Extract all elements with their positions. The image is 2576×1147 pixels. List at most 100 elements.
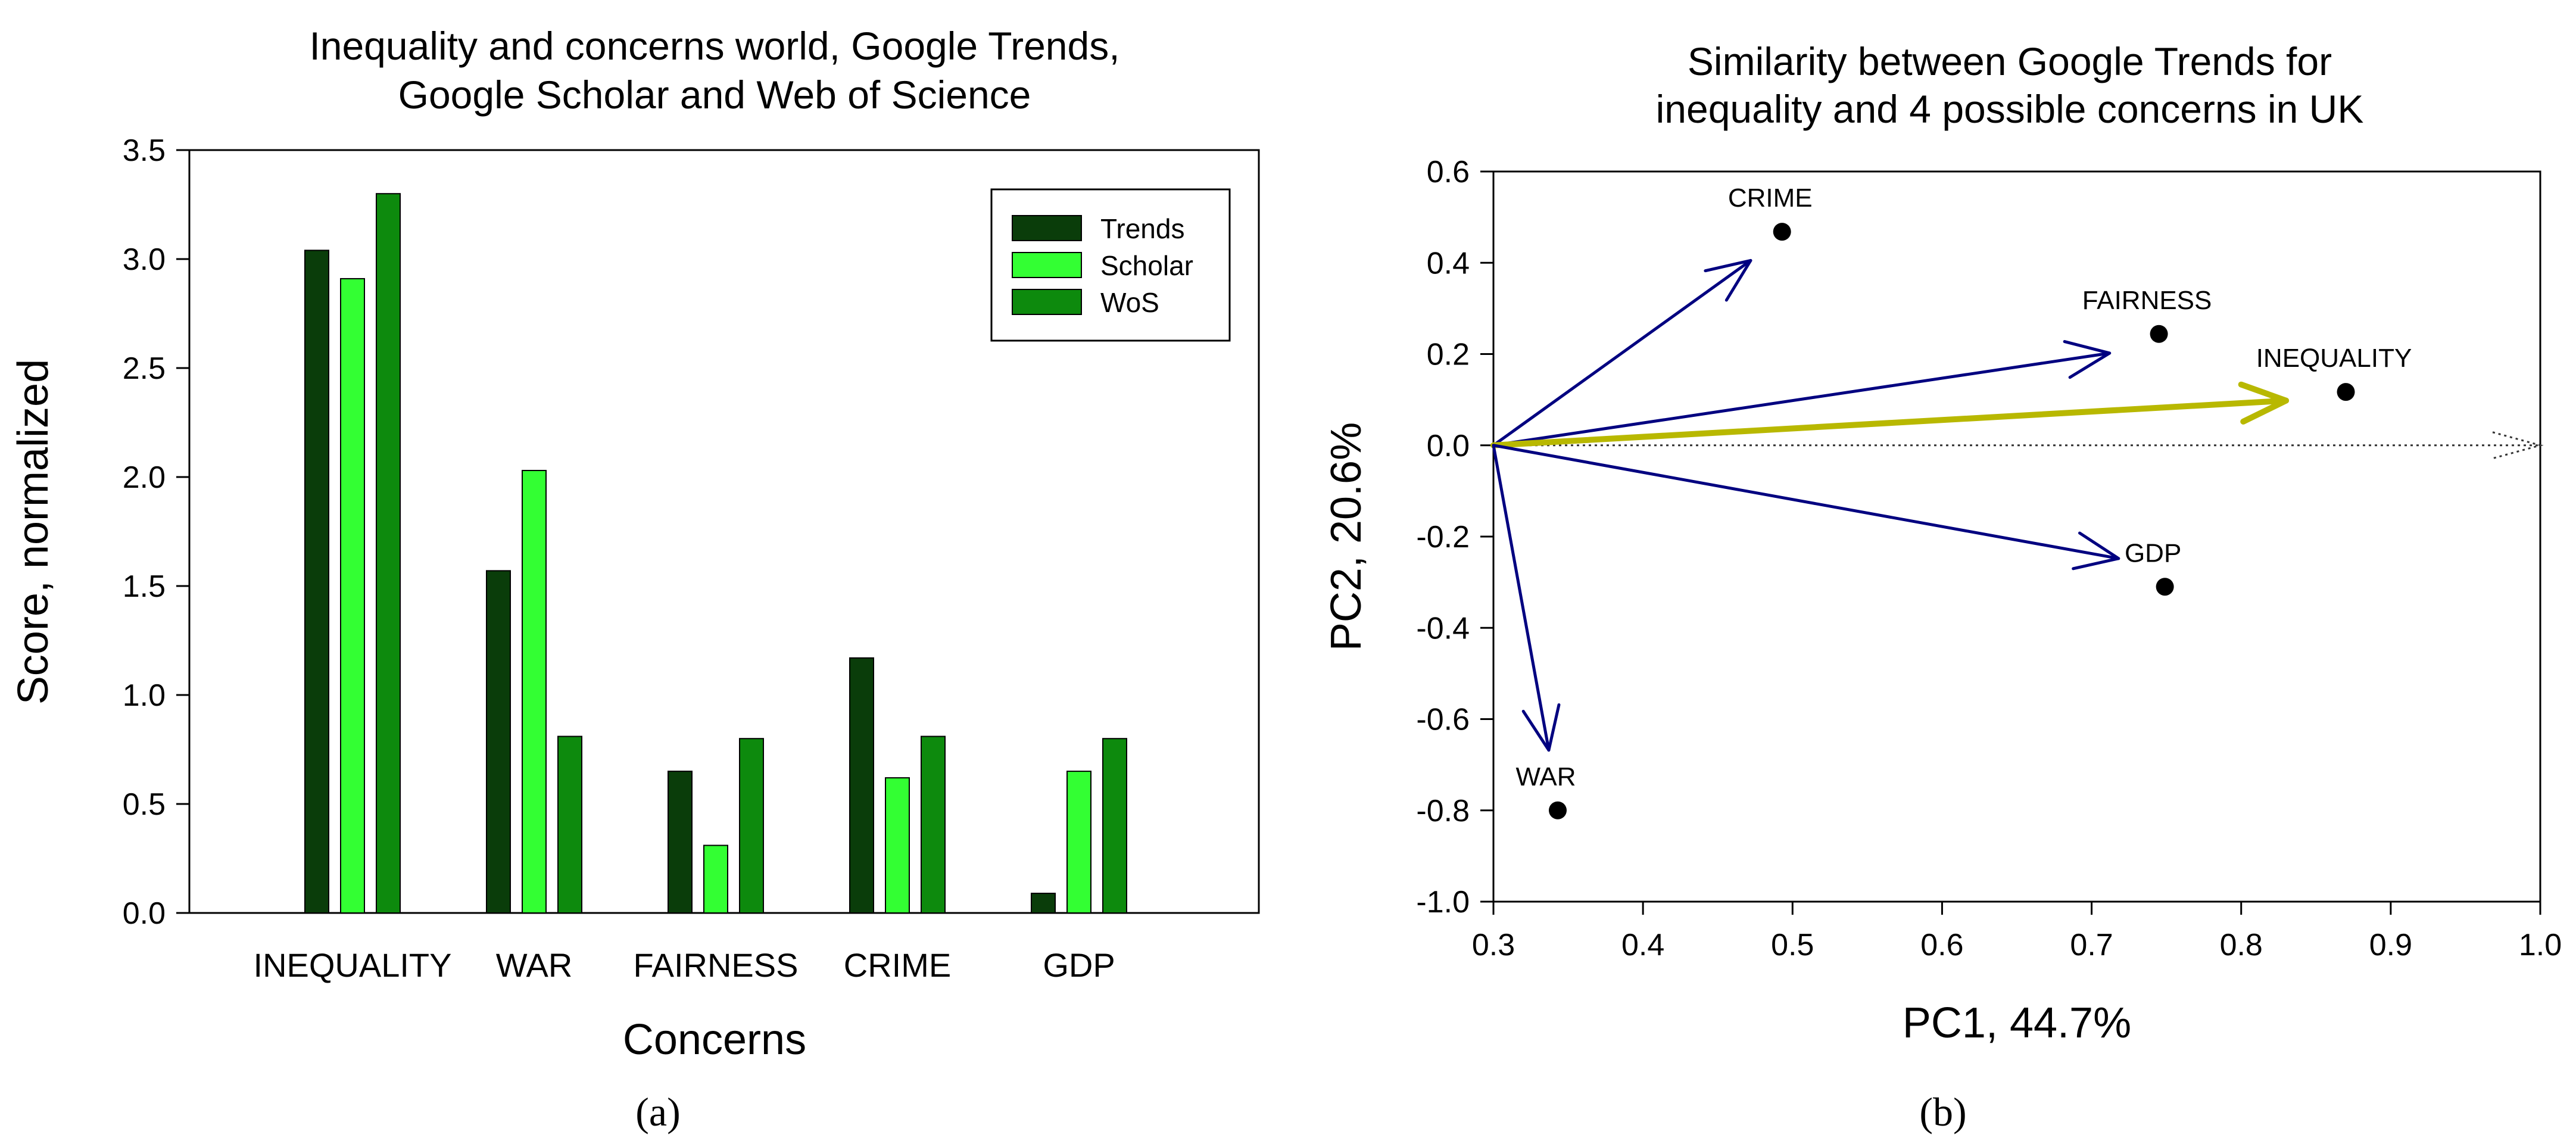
panel-a-label: (a) (635, 1089, 680, 1134)
point-war (1548, 801, 1567, 819)
panel-a-y-axis: 0.0 0.5 1.0 1.5 2.0 2.5 3.0 3.5 (123, 133, 189, 931)
legend-swatch-scholar (1012, 252, 1082, 278)
legend-label-trends: Trends (1100, 213, 1184, 244)
y-tick-label: -0.2 (1416, 520, 1470, 554)
x-tick-label: 1.0 (2519, 928, 2562, 962)
x-tick-label: 0.6 (1920, 928, 1963, 962)
y-tick-label: -0.8 (1416, 794, 1470, 828)
y-tick-label: 1.5 (123, 569, 166, 604)
panel-b-x-axis-label: PC1, 44.7% (1903, 999, 2131, 1047)
y-tick-label: 3.0 (123, 242, 166, 277)
panel-b-title-line-2: inequality and 4 possible concerns in UK (1656, 87, 2364, 131)
panel-a-bar-chart: Inequality and concerns world, Google Tr… (10, 24, 1260, 1134)
legend-swatch-trends (1012, 215, 1082, 241)
vector-arrowhead-war (1521, 703, 1561, 752)
bar-wos-fairness (739, 738, 764, 914)
vector-line-war (1492, 444, 1551, 752)
panel-a-title-line-1: Inequality and concerns world, Google Tr… (309, 24, 1119, 68)
panel-b-title-line-1: Similarity between Google Trends for (1688, 39, 2332, 83)
vector-line-fairness (1492, 351, 2112, 447)
panel-a-x-axis-label: Concerns (623, 1016, 806, 1064)
category-label-war: WAR (496, 946, 573, 984)
category-label-fairness: FAIRNESS (634, 946, 799, 984)
legend-swatch-wos (1012, 289, 1082, 315)
vector-line-inequality (1490, 397, 2290, 448)
point-crime (1773, 223, 1791, 241)
y-tick-label: 0.6 (1427, 155, 1470, 189)
vector-arrowhead-gdp (2072, 531, 2120, 571)
bar-scholar-war (522, 470, 547, 914)
y-tick-label: 3.5 (123, 133, 166, 168)
x-tick-label: 0.9 (2369, 928, 2412, 962)
panel-a-y-axis-label: Score, normalized (10, 359, 57, 705)
category-label-crime: CRIME (844, 946, 951, 984)
point-label-crime: CRIME (1728, 183, 1813, 213)
vector-arrowhead-fairness (2063, 340, 2112, 379)
reference-axis-arrowhead (2492, 431, 2544, 460)
vector-gdp (1492, 444, 2120, 571)
bar-wos-inequality (376, 193, 401, 914)
bar-trends-inequality (304, 250, 329, 914)
legend-label-wos: WoS (1100, 287, 1159, 318)
point-label-gdp: GDP (2125, 538, 2181, 568)
bar-trends-crime (849, 657, 874, 914)
vector-arrowhead-inequality (2238, 381, 2290, 425)
bar-scholar-fairness (703, 844, 728, 914)
x-tick-label: 0.7 (2070, 928, 2113, 962)
panel-b-reference-axis (1493, 431, 2544, 460)
vector-war (1492, 444, 1561, 752)
y-tick-label: 0.5 (123, 787, 166, 822)
bar-scholar-crime (885, 777, 910, 914)
bar-scholar-gdp (1066, 771, 1091, 914)
y-tick-label: -0.4 (1416, 611, 1470, 646)
vector-line-gdp (1492, 444, 2120, 560)
point-label-fairness: FAIRNESS (2082, 286, 2212, 315)
point-inequality (2337, 383, 2355, 401)
vector-arrowhead-crime (1704, 258, 1752, 302)
panel-b-x-axis: 0.3 0.4 0.5 0.6 0.7 0.8 0.9 1.0 (1472, 902, 2562, 962)
y-tick-label: -0.6 (1416, 703, 1470, 737)
x-tick-label: 0.3 (1472, 928, 1515, 962)
y-tick-label: 2.5 (123, 351, 166, 386)
panel-b-y-axis-label: PC2, 20.6% (1323, 422, 1370, 651)
panel-a-bars (304, 193, 1127, 914)
bar-trends-fairness (668, 771, 693, 914)
y-tick-label: -1.0 (1416, 885, 1470, 920)
panel-b-points: CRIME FAIRNESS INEQUALITY GDP WAR (1515, 183, 2412, 819)
y-tick-label: 1.0 (123, 678, 166, 713)
panel-b-y-axis: -1.0 -0.8 -0.6 -0.4 -0.2 0.0 0.2 0.4 0.6 (1416, 155, 1493, 920)
y-tick-label: 0.0 (123, 896, 166, 931)
bar-trends-war (486, 570, 511, 914)
panel-a-x-axis: INEQUALITY WAR FAIRNESS CRIME GDP (254, 946, 1115, 984)
vector-line-crime (1492, 258, 1752, 447)
bar-wos-war (557, 735, 582, 914)
legend-label-scholar: Scholar (1100, 250, 1193, 281)
y-tick-label: 0.4 (1427, 246, 1470, 280)
bar-wos-gdp (1102, 738, 1127, 914)
point-label-war: WAR (1515, 762, 1576, 791)
panel-b-label: (b) (1919, 1089, 1966, 1134)
category-label-inequality: INEQUALITY (254, 946, 452, 984)
point-label-inequality: INEQUALITY (2256, 344, 2412, 373)
x-tick-label: 0.4 (1621, 928, 1664, 962)
panel-b-pca-biplot: Similarity between Google Trends for ine… (1323, 39, 2562, 1134)
category-label-gdp: GDP (1043, 946, 1115, 984)
point-fairness (2150, 325, 2168, 343)
vector-inequality (1490, 381, 2290, 448)
y-tick-label: 2.0 (123, 460, 166, 495)
bar-wos-crime (921, 735, 946, 914)
panel-b-plot-frame (1492, 170, 2541, 903)
x-tick-label: 0.5 (1771, 928, 1814, 962)
point-gdp (2156, 578, 2174, 596)
bar-scholar-inequality (340, 278, 365, 914)
panel-b-vectors (1490, 258, 2290, 752)
panel-a-title-line-2: Google Scholar and Web of Science (398, 73, 1031, 117)
vector-crime (1492, 258, 1752, 447)
x-tick-label: 0.8 (2220, 928, 2263, 962)
vector-fairness (1492, 340, 2112, 447)
panel-a-legend: Trends Scholar WoS (990, 188, 1231, 342)
y-tick-label: 0.2 (1427, 338, 1470, 372)
bar-trends-gdp (1031, 893, 1056, 914)
y-tick-label: 0.0 (1427, 429, 1470, 463)
